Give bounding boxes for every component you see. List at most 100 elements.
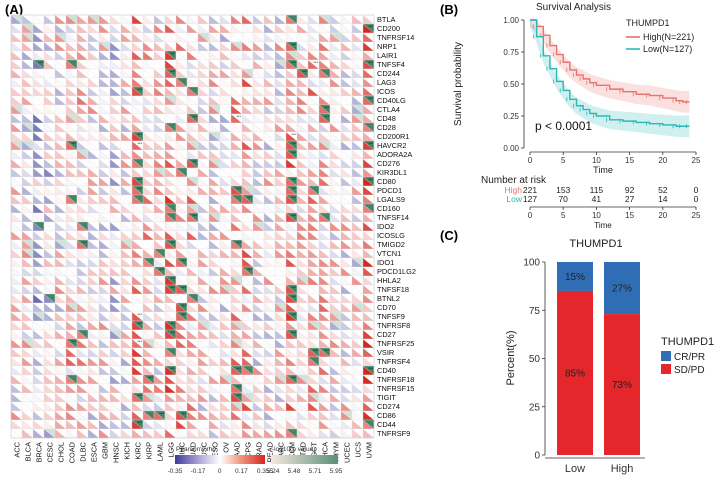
- heatmap-sig-mark: ***: [137, 177, 142, 182]
- heatmap-sig-mark: ***: [291, 294, 296, 299]
- heatmap-row-label: TNFSF18: [377, 285, 409, 294]
- heatmap-row-label: TNFSF9: [377, 312, 405, 321]
- heatmap-row-label: NRP1: [377, 42, 397, 51]
- heatmap-sig-mark: ***: [291, 132, 296, 137]
- heatmap-row-label: VSIR: [377, 348, 394, 357]
- km-ylabel: Survival probability: [453, 42, 464, 126]
- heatmap-sig-mark: ***: [170, 285, 175, 290]
- heatmap-row-label: TNFRSF18: [377, 375, 414, 384]
- heatmap-row-label: CD200R1: [377, 132, 409, 141]
- km-pvalue: p < 0.0001: [535, 119, 592, 133]
- heatmap-column-label: CHOL: [57, 442, 66, 463]
- heatmap-row-label: CD160: [377, 204, 400, 213]
- heatmap-sig-mark: ***: [181, 312, 186, 317]
- heatmap-sig-mark: ***: [137, 393, 142, 398]
- heatmap-sig-mark: ***: [137, 186, 142, 191]
- heatmap-column-label: COAD: [68, 442, 77, 463]
- panel-a-label: (A): [5, 2, 23, 17]
- heatmap-sig-mark: ***: [137, 312, 142, 317]
- heatmap-row-label: IDO1: [377, 258, 394, 267]
- heatmap-row-label: LGALS9: [377, 195, 405, 204]
- km-legend-low: Low(N=127): [643, 44, 692, 54]
- km-y-tick: 0.25: [503, 112, 519, 121]
- km-xlabel: Time: [593, 165, 613, 175]
- heatmap-sig-mark: ***: [170, 330, 175, 335]
- legend-rho-tick: 0: [218, 468, 222, 475]
- km-legend-title: THUMPD1: [626, 18, 670, 28]
- heatmap-row-label: TIGIT: [377, 393, 396, 402]
- heatmap-sig-mark: ***: [192, 114, 197, 119]
- heatmap-sig-mark: ***: [137, 339, 142, 344]
- heatmap-sig-mark: ***: [247, 195, 252, 200]
- bar-y-tick: 25: [529, 402, 541, 413]
- heatmap-sig-mark: ***: [291, 312, 296, 317]
- heatmap-column-label: KICH: [123, 442, 132, 460]
- risk-value: 14: [658, 194, 668, 204]
- heatmap-sig-mark: ***: [181, 411, 186, 416]
- heatmap-sig-mark: ***: [192, 159, 197, 164]
- heatmap-row-label: TNFRSF8: [377, 321, 410, 330]
- heatmap-row-label: ICOSLG: [377, 231, 405, 240]
- legend-p-bar: [271, 455, 338, 464]
- heatmap-sig-mark: ***: [38, 60, 43, 65]
- heatmap-row-label: CD86: [377, 411, 396, 420]
- heatmap-row-label: CD40LG: [377, 96, 406, 105]
- heatmap-sig-mark: ***: [192, 213, 197, 218]
- risk-x-tick: 0: [528, 211, 533, 220]
- heatmap-sig-mark: ***: [236, 366, 241, 371]
- legend-p-tick: 5.95: [330, 468, 343, 475]
- panel-a: (A) *** *** *** *** *** *** *** *** *** *** *** ***…: [5, 2, 416, 475]
- heatmap-sig-mark: ***: [291, 42, 296, 47]
- heatmap-sig-mark: ***: [368, 177, 373, 182]
- heatmap-sig-mark: ***: [313, 348, 318, 353]
- heatmap-sig-mark: ***: [368, 60, 373, 65]
- bar-y-tick: 75: [529, 306, 541, 317]
- legend-p-tick: 5.71: [309, 468, 322, 475]
- heatmap-sig-mark: ***: [181, 258, 186, 263]
- bar-legend: THUMPD1 CR/PR SD/PD: [661, 336, 714, 376]
- heatmap-sig-mark: ***: [170, 321, 175, 326]
- heatmap-row-label: CD80: [377, 177, 396, 186]
- bar-data-label: 73%: [612, 380, 632, 391]
- heatmap-sig-mark: ***: [291, 186, 296, 191]
- heatmap-column-label: BLCA: [24, 442, 33, 461]
- bar-data-label: 15%: [565, 272, 585, 283]
- heatmap-sig-mark: ***: [159, 411, 164, 416]
- heatmap-sig-mark: ***: [291, 213, 296, 218]
- bar-category-label: Low: [565, 463, 585, 475]
- bar-y-tick: 50: [529, 354, 541, 365]
- bar-ylabel: Percent(%): [505, 330, 517, 385]
- bar-legend-cr-swatch: [661, 351, 671, 361]
- heatmap-row-label: CD244: [377, 69, 400, 78]
- bar-legend-sd-swatch: [661, 364, 671, 374]
- bar-legend-sd: SD/PD: [674, 365, 705, 376]
- risk-value: 127: [523, 194, 537, 204]
- heatmap-sig-mark: ***: [236, 384, 241, 389]
- heatmap-row-label: LAG3: [377, 78, 396, 87]
- heatmap-sig-mark: ***: [291, 60, 296, 65]
- heatmap-sig-mark: ***: [170, 51, 175, 56]
- km-title: Survival Analysis: [536, 2, 611, 13]
- heatmap-sig-mark: ***: [291, 141, 296, 146]
- heatmap-sig-mark: ***: [313, 60, 318, 65]
- heatmap-sig-mark: ***: [291, 285, 296, 290]
- bar-data-label: 27%: [612, 284, 632, 295]
- risk-x-tick: 15: [625, 211, 634, 220]
- legend-p-tick: 5.48: [288, 468, 301, 475]
- heatmap-sig-mark: ***: [291, 330, 296, 335]
- km-x-tick: 20: [658, 156, 667, 165]
- km-x-tick: 25: [692, 156, 701, 165]
- heatmap-sig-mark: ***: [291, 177, 296, 182]
- heatmap-row-label: TNFRSF15: [377, 384, 414, 393]
- heatmap-sig-mark: ***: [368, 96, 373, 101]
- heatmap-column-label: LGG: [167, 442, 176, 458]
- heatmap-column-label: KIRC: [134, 441, 143, 459]
- heatmap-sig-mark: ***: [71, 339, 76, 344]
- heatmap-sig-mark: ***: [170, 366, 175, 371]
- heatmap-row-label: CD28: [377, 123, 396, 132]
- heatmap-column-label: GBM: [101, 442, 110, 459]
- legend-rho-ticks: -0.35 -0.17 0 0.17 0.355: [168, 468, 274, 475]
- heatmap-row-label: TNFSF14: [377, 213, 409, 222]
- km-y-tick: 0.00: [503, 144, 519, 153]
- risk-row-label: Low: [506, 194, 522, 204]
